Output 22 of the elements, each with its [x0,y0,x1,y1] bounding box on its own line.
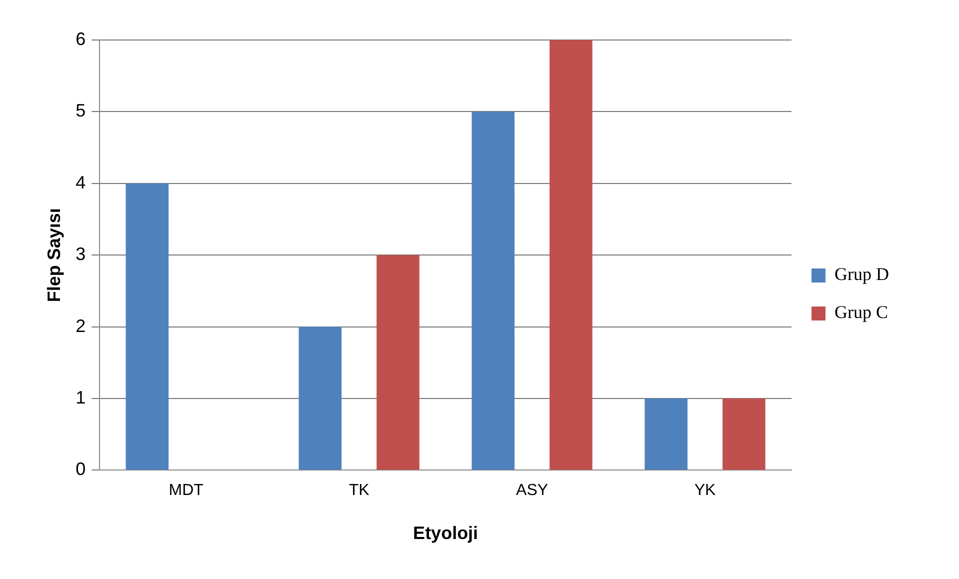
y-tick-label: 0 [76,459,86,480]
y-tick-label: 3 [76,244,86,264]
y-tick-label: 1 [76,387,86,408]
bar [644,398,688,470]
y-axis-title: Flep Sayısı [44,208,64,302]
legend-label: Grup C [834,302,888,322]
legend-label: Grup D [834,264,890,284]
bar [550,40,592,470]
x-tick-label: YK [694,482,716,500]
bar [126,183,169,470]
x-axis-title: Etyoloji [413,523,478,544]
bar [298,326,342,470]
y-tick-label: 2 [76,316,86,336]
bar [376,255,420,470]
y-tick-label: 6 [76,28,86,49]
y-tick-label: 5 [76,100,86,121]
y-tick-label: 4 [76,172,86,192]
x-tick-label: TK [348,482,370,500]
x-tick-label: MDT [168,482,204,500]
x-tick-label: ASY [516,482,548,500]
bar [722,398,766,470]
bar [472,112,515,470]
